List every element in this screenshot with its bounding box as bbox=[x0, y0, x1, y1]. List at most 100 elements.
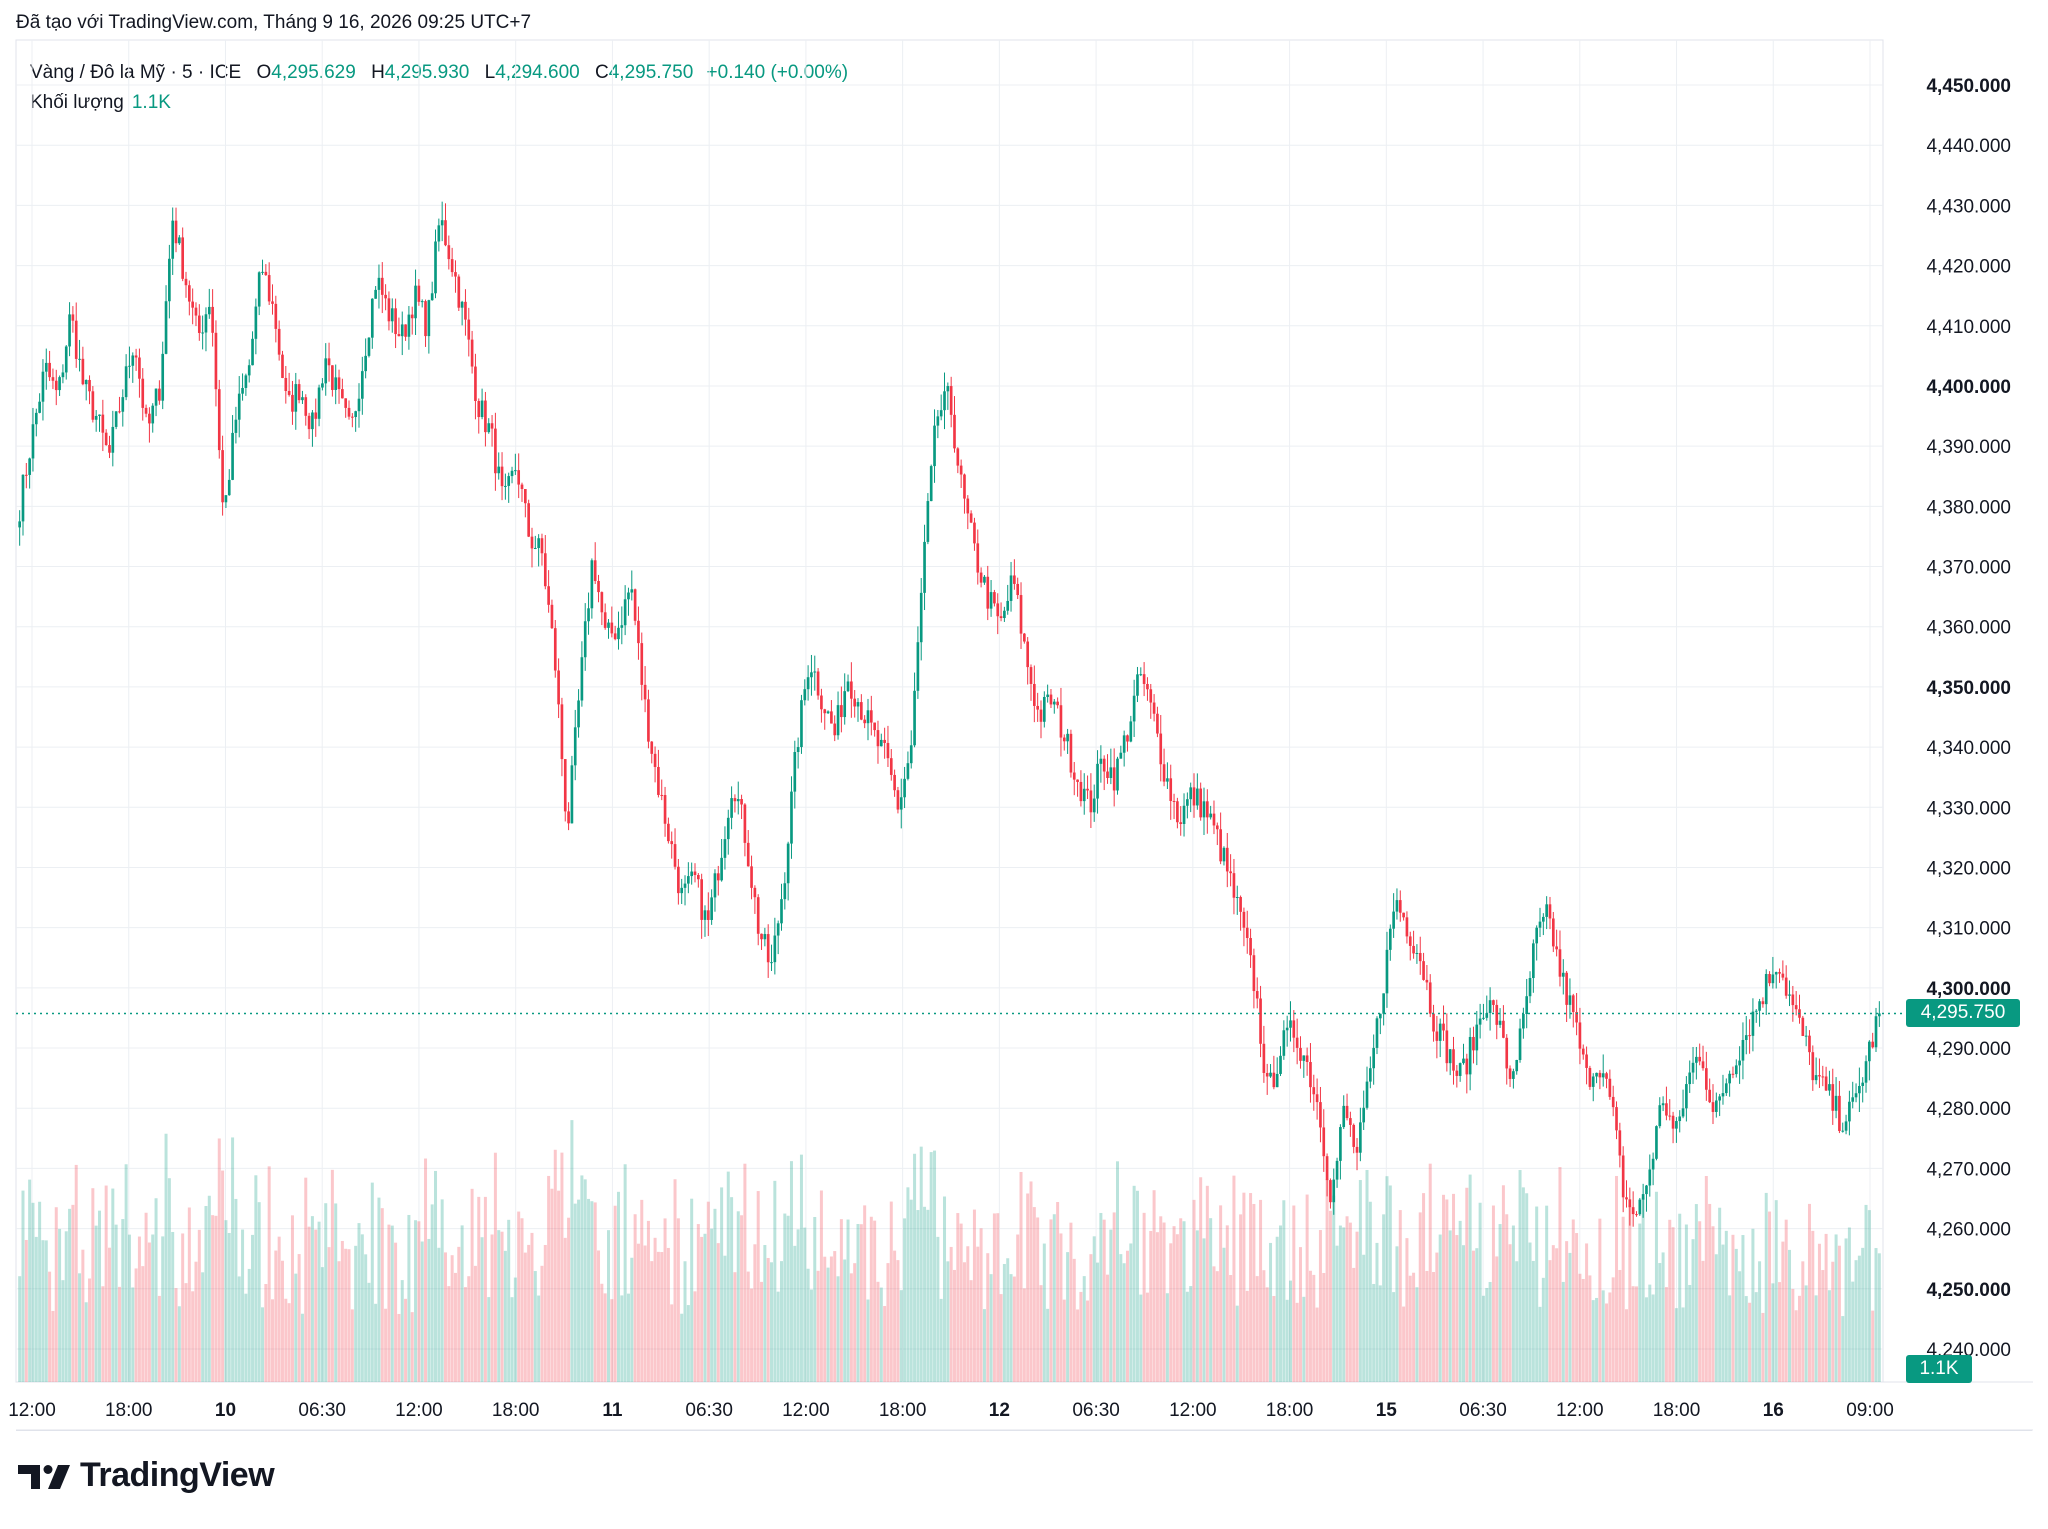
candle-body bbox=[653, 753, 657, 767]
volume-bar bbox=[28, 1179, 32, 1382]
volume-bar bbox=[304, 1177, 308, 1382]
symbol-name[interactable]: Vàng / Đô la Mỹ · 5 · ICE bbox=[30, 62, 242, 83]
candle-body bbox=[1691, 1062, 1695, 1073]
candle-body bbox=[174, 220, 178, 244]
candle-body bbox=[221, 450, 224, 503]
candle-body bbox=[1102, 758, 1106, 772]
candle-body bbox=[1851, 1097, 1855, 1102]
candle-body bbox=[873, 722, 876, 731]
candle-body bbox=[1249, 938, 1252, 956]
candle-body bbox=[1319, 1102, 1322, 1128]
volume-bar bbox=[1442, 1194, 1446, 1382]
volume-bar bbox=[1422, 1193, 1426, 1382]
volume-bar bbox=[151, 1234, 155, 1382]
volume-bar bbox=[154, 1198, 158, 1382]
candle-body bbox=[627, 592, 630, 600]
candle-body bbox=[430, 293, 434, 301]
candle-body bbox=[247, 365, 251, 376]
candle-body bbox=[71, 314, 75, 321]
volume-bar bbox=[530, 1232, 534, 1382]
low-value: 4,294.600 bbox=[495, 62, 580, 83]
candle-body bbox=[1824, 1076, 1828, 1091]
y-tick-label: 4,340.000 bbox=[1926, 738, 2011, 759]
volume-bar bbox=[347, 1249, 351, 1382]
x-tick-label: 16 bbox=[1763, 1400, 1784, 1421]
volume-bar bbox=[853, 1263, 857, 1382]
candle-body bbox=[1166, 778, 1169, 782]
candle-body bbox=[1828, 1084, 1831, 1091]
volume-bar bbox=[71, 1204, 75, 1382]
volume-bar bbox=[21, 1190, 25, 1382]
volume-bar bbox=[916, 1210, 920, 1382]
volume-bar bbox=[607, 1230, 611, 1382]
volume-bar bbox=[1252, 1203, 1256, 1382]
candle-body bbox=[746, 842, 750, 867]
candle-body bbox=[713, 873, 717, 898]
candle-body bbox=[537, 538, 540, 549]
candle-body bbox=[1402, 912, 1405, 918]
candle-body bbox=[750, 866, 753, 888]
volume-bar bbox=[1531, 1260, 1535, 1382]
volume-bar bbox=[1159, 1216, 1163, 1382]
volume-bar bbox=[1292, 1205, 1296, 1382]
volume-bar bbox=[1631, 1286, 1635, 1382]
volume-bar bbox=[81, 1249, 85, 1382]
candle-body bbox=[687, 876, 690, 884]
candle-body bbox=[171, 220, 175, 259]
brand-name: TradingView bbox=[80, 1456, 275, 1494]
candle-body bbox=[58, 377, 61, 391]
candle-body bbox=[197, 315, 201, 333]
volume-bar bbox=[177, 1306, 181, 1382]
candle-body bbox=[969, 513, 973, 523]
candle-body bbox=[889, 758, 893, 775]
volume-bar bbox=[909, 1199, 913, 1382]
y-tick-label: 4,400.000 bbox=[1926, 377, 2011, 398]
y-tick-label: 4,260.000 bbox=[1926, 1220, 2011, 1241]
candle-body bbox=[913, 690, 916, 746]
volume-bar bbox=[1565, 1241, 1569, 1382]
x-tick-label: 18:00 bbox=[492, 1400, 540, 1421]
candle-body bbox=[1062, 737, 1066, 742]
candle-body bbox=[1202, 801, 1206, 818]
candle-body bbox=[963, 474, 966, 499]
volume-bar bbox=[730, 1197, 734, 1382]
volume-bar bbox=[789, 1161, 793, 1382]
volume-bar bbox=[873, 1220, 877, 1382]
candle-body bbox=[843, 691, 847, 718]
volume-bar bbox=[1704, 1175, 1708, 1382]
volume-bar bbox=[1165, 1293, 1169, 1382]
volume-bar bbox=[1272, 1296, 1276, 1382]
candle-body bbox=[1535, 927, 1539, 944]
candle-body bbox=[1771, 974, 1775, 984]
volume-bar bbox=[650, 1261, 654, 1382]
volume-bar bbox=[577, 1199, 581, 1382]
volume-bar bbox=[1688, 1284, 1692, 1382]
volume-bar bbox=[1076, 1309, 1080, 1382]
candle-body bbox=[134, 355, 138, 358]
volume-bar bbox=[61, 1280, 65, 1382]
candle-body bbox=[550, 604, 554, 629]
volume-label[interactable]: Khối lượng bbox=[30, 92, 124, 113]
volume-bar bbox=[1641, 1197, 1645, 1382]
price-chart[interactable]: 4,240.0004,250.0004,260.0004,270.0004,28… bbox=[0, 0, 2048, 1440]
volume-bar bbox=[1195, 1230, 1199, 1382]
candle-body bbox=[1565, 972, 1568, 1005]
candle-body bbox=[1162, 764, 1166, 782]
volume-bar bbox=[294, 1273, 298, 1382]
volume-bar bbox=[1036, 1217, 1040, 1382]
volume-bar bbox=[1122, 1263, 1126, 1382]
candle-body bbox=[1299, 1047, 1302, 1061]
candle-body bbox=[1345, 1105, 1349, 1119]
volume-bar bbox=[1648, 1284, 1652, 1382]
x-tick-label: 18:00 bbox=[1653, 1400, 1701, 1421]
candle-body bbox=[1335, 1160, 1339, 1180]
tradingview-brand[interactable]: TradingView bbox=[18, 1456, 275, 1495]
candle-body bbox=[151, 405, 155, 424]
candle-body bbox=[294, 384, 298, 412]
volume-bar bbox=[217, 1138, 221, 1382]
volume-bar bbox=[1189, 1286, 1193, 1382]
volume-bar bbox=[756, 1191, 760, 1382]
open-value: 4,295.629 bbox=[271, 62, 356, 83]
volume-bar bbox=[477, 1196, 481, 1382]
candle-body bbox=[118, 411, 121, 413]
